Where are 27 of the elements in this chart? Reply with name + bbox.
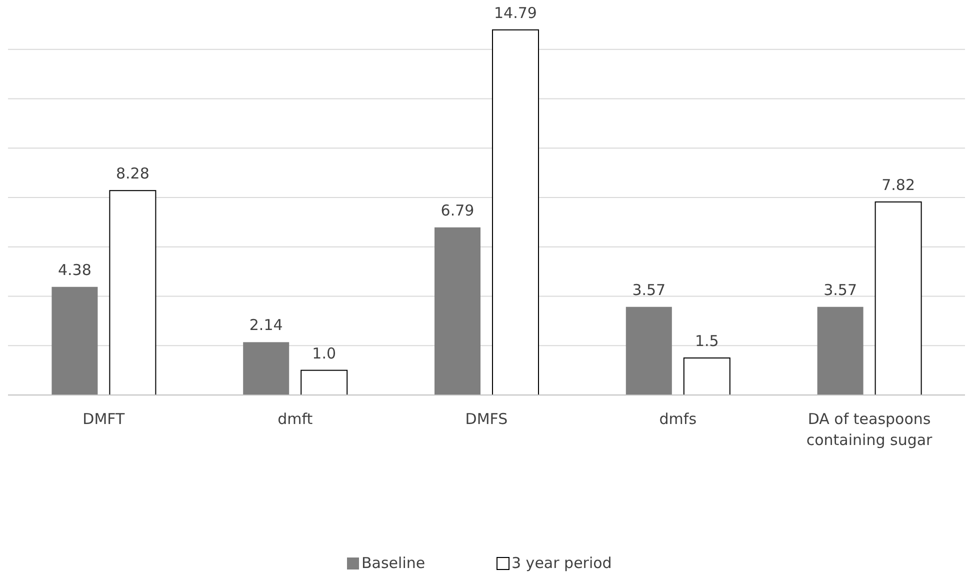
bar [492, 29, 539, 396]
bar [434, 227, 480, 395]
x-tick-label: dmfs [659, 410, 697, 428]
bar [109, 190, 156, 396]
x-tick-label: dmft [278, 410, 313, 428]
bar [52, 286, 98, 395]
bar [817, 306, 864, 395]
data-label: 3.57 [824, 280, 858, 299]
data-label: 2.14 [249, 316, 283, 334]
data-label: 8.28 [116, 164, 150, 183]
data-label: 3.57 [632, 280, 666, 299]
data-label: 1.0 [312, 344, 336, 362]
data-label: 6.79 [440, 201, 474, 220]
bar [626, 306, 672, 395]
x-tick-label: DA of teaspoons containing sugar [806, 410, 934, 449]
data-label: 1.5 [694, 332, 719, 350]
legend-label: 3 year period [512, 554, 612, 572]
data-label: 7.82 [882, 176, 916, 194]
bar [243, 342, 290, 395]
data-label: 4.38 [58, 260, 92, 279]
data-label: 14.79 [494, 4, 537, 22]
bar [683, 357, 730, 396]
bar [874, 201, 922, 396]
x-tick-label: DMFS [465, 410, 508, 428]
legend-label: Baseline [362, 554, 426, 572]
bar [300, 370, 348, 396]
x-tick-label: DMFT [82, 410, 126, 428]
